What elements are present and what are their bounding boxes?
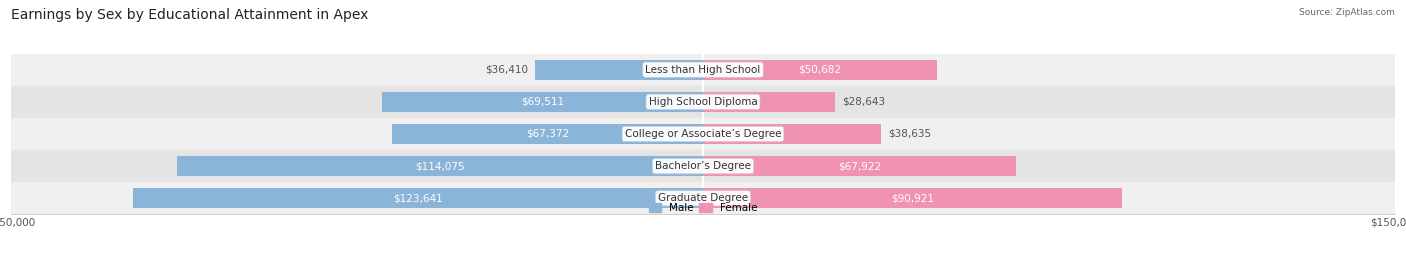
Bar — [703, 92, 835, 112]
Bar — [11, 182, 1395, 214]
Bar — [703, 156, 1017, 176]
Text: $67,922: $67,922 — [838, 161, 882, 171]
Text: $69,511: $69,511 — [522, 97, 564, 107]
Text: Source: ZipAtlas.com: Source: ZipAtlas.com — [1299, 8, 1395, 17]
Text: College or Associate’s Degree: College or Associate’s Degree — [624, 129, 782, 139]
Bar — [11, 86, 1395, 118]
Text: $90,921: $90,921 — [891, 193, 934, 203]
Bar — [132, 188, 703, 208]
Text: Less than High School: Less than High School — [645, 65, 761, 75]
Bar — [703, 60, 936, 80]
Bar — [703, 124, 882, 144]
Bar — [392, 124, 703, 144]
Bar — [11, 118, 1395, 150]
Bar — [177, 156, 703, 176]
Text: $114,075: $114,075 — [415, 161, 465, 171]
Text: Bachelor’s Degree: Bachelor’s Degree — [655, 161, 751, 171]
Text: $36,410: $36,410 — [485, 65, 529, 75]
Bar — [536, 60, 703, 80]
Text: High School Diploma: High School Diploma — [648, 97, 758, 107]
Bar — [11, 150, 1395, 182]
Text: $50,682: $50,682 — [799, 65, 841, 75]
Text: $28,643: $28,643 — [842, 97, 886, 107]
Text: $67,372: $67,372 — [526, 129, 569, 139]
Text: $38,635: $38,635 — [889, 129, 931, 139]
Text: Earnings by Sex by Educational Attainment in Apex: Earnings by Sex by Educational Attainmen… — [11, 8, 368, 22]
Bar — [703, 188, 1122, 208]
Bar — [11, 54, 1395, 86]
Text: $123,641: $123,641 — [394, 193, 443, 203]
Bar — [382, 92, 703, 112]
Legend: Male, Female: Male, Female — [644, 199, 762, 217]
Text: Graduate Degree: Graduate Degree — [658, 193, 748, 203]
